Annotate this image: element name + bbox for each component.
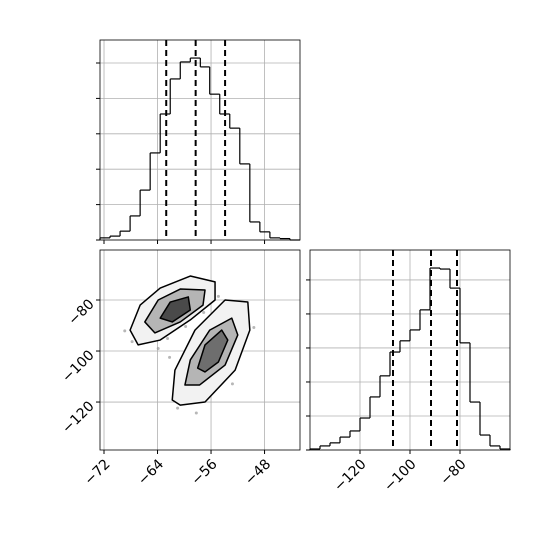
contour bbox=[196, 329, 229, 373]
x-tick-label: −120 bbox=[331, 456, 370, 495]
scatter-point bbox=[216, 294, 220, 298]
x-tick-label: −80 bbox=[437, 456, 469, 488]
x-tick-label: −48 bbox=[242, 456, 274, 488]
scatter-point bbox=[168, 355, 172, 359]
x-tick-label: −64 bbox=[135, 456, 167, 488]
y-tick-label: −100 bbox=[59, 347, 98, 386]
axes-frame bbox=[99, 39, 301, 241]
scatter-point bbox=[230, 382, 234, 386]
scatter-point bbox=[166, 337, 170, 341]
y-tick-label: −80 bbox=[65, 296, 97, 328]
scatter-point bbox=[176, 406, 180, 410]
scatter-point bbox=[156, 346, 160, 350]
y-tick-label: −120 bbox=[59, 398, 98, 437]
axes-frame bbox=[309, 249, 511, 451]
scatter-point bbox=[184, 325, 188, 329]
scatter-point bbox=[194, 411, 198, 415]
scatter-point bbox=[123, 329, 127, 333]
x-tick-label: −100 bbox=[381, 456, 420, 495]
scatter-point bbox=[252, 326, 256, 330]
scatter-point bbox=[202, 311, 206, 314]
axes-frame bbox=[99, 249, 301, 451]
scatter-point bbox=[130, 340, 134, 344]
x-tick-label: −56 bbox=[188, 456, 220, 488]
contour bbox=[159, 296, 192, 323]
x-tick-label: −72 bbox=[81, 456, 113, 488]
